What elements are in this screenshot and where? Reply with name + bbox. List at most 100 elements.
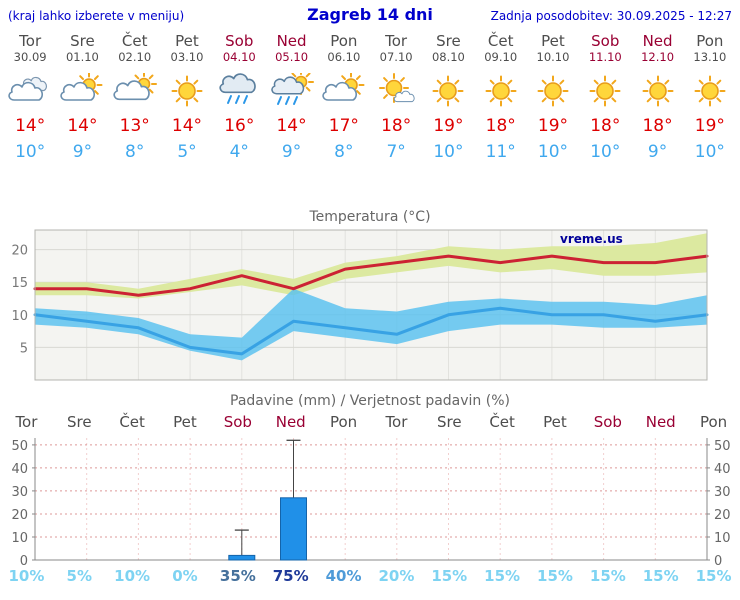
precip-bar [228, 554, 256, 561]
precip-day-labels: Tor Sre Čet Pet Sob Ned Pon Tor Sre Čet Pet Sob Ned P… [0, 413, 740, 432]
precip-day-label: Tor [15, 413, 38, 431]
location-menu-note: (kraj lahko izberete v meniju) [8, 9, 185, 23]
day-max-temp: 16° [224, 116, 255, 136]
precip-probability: 15% [589, 567, 626, 585]
rain-drops [276, 96, 298, 105]
vertical-gridlines [34, 438, 708, 560]
day-min-temp: 10° [433, 142, 464, 162]
sun-icon [475, 73, 527, 109]
min-temp-line [33, 306, 709, 356]
day-min-temp: 9° [72, 142, 93, 162]
day-column: Pet 03.10 14° 5° [161, 33, 213, 163]
precip-y-tick-label-left: 40 [11, 462, 28, 477]
day-min-temp: 10° [537, 142, 569, 162]
day-name: Sre [436, 32, 461, 50]
precip-probability-row: 10% 5% 10% 0% 35% 75% 40% 20% 15% 15% 15% 15% 15% 15% [0, 567, 740, 586]
sun-icon [684, 73, 736, 109]
sun-icon [631, 73, 683, 109]
cloud-shape [322, 81, 357, 101]
day-min-temp: 11° [485, 142, 516, 162]
precip-day-label: Pet [543, 413, 567, 431]
precip-y-tick-label-right: 30 [714, 485, 731, 500]
header: (kraj lahko izberete v meniju) Zagreb 14… [0, 0, 740, 24]
day-date: 03.10 [170, 50, 204, 64]
precip-y-tick-label-left: 30 [11, 485, 28, 500]
min-temp-range-band [35, 288, 707, 361]
precip-day-label: Sre [436, 413, 462, 431]
day-name: Pet [175, 32, 199, 50]
sun-cloud-icon [56, 73, 108, 109]
cloud-shape [8, 81, 44, 101]
day-column: Sre 01.10 14° 9° [56, 33, 108, 163]
day-max-temp: 18° [485, 116, 516, 136]
page-title: Zagreb 14 dni [307, 5, 433, 24]
day-column: Sob 04.10 16° 4° [213, 33, 265, 163]
day-min-temp: 10° [694, 142, 725, 162]
day-date: 10.10 [536, 50, 570, 64]
precip-day-label: Čet [489, 413, 515, 431]
precip-day-label: Pon [699, 413, 728, 431]
sun-icon [579, 73, 631, 109]
day-name: Tor [385, 32, 408, 50]
sun-cloud-icon [318, 73, 370, 109]
day-name: Sob [591, 32, 620, 50]
day-max-temp: 14° [171, 116, 203, 136]
precip-bar [280, 497, 307, 561]
precip-day-label: Sob [593, 413, 622, 431]
precip-probability: 20% [378, 567, 415, 585]
day-max-temp: 14° [15, 116, 46, 136]
precip-y-tick-label-right: 20 [714, 508, 731, 523]
day-max-temp: 18° [642, 116, 673, 136]
sun-icon [527, 73, 579, 109]
day-column: Pon 06.10 17° 8° [318, 33, 370, 163]
day-min-temp: 8° [125, 142, 145, 162]
precip-probability: 10% [8, 567, 45, 585]
day-column: Pon 13.10 19° 10° [684, 33, 736, 163]
day-min-temp: 7° [386, 142, 406, 162]
day-name: Ned [642, 32, 673, 50]
cloud-shape [270, 76, 304, 95]
day-min-temp: 10° [590, 142, 621, 162]
precip-day-label: Sre [66, 413, 92, 431]
day-max-temp: 19° [537, 116, 569, 136]
precip-y-tick-label-left: 50 [11, 439, 28, 454]
sun-icon [422, 73, 474, 109]
rain-drops [227, 95, 249, 104]
day-date: 11.10 [588, 50, 622, 64]
watermark: vreme.us [560, 232, 623, 246]
day-column: Tor 30.09 14° 10° [4, 33, 56, 163]
day-max-temp: 13° [119, 116, 150, 136]
temp-y-tick-label: 15 [11, 276, 28, 291]
precip-probability: 75% [272, 567, 309, 585]
precip-y-tick-label-right: 10 [714, 531, 731, 546]
sun-shape [694, 75, 726, 107]
day-date: 01.10 [65, 50, 99, 64]
day-date: 06.10 [327, 50, 361, 64]
cloud-shape [60, 81, 96, 101]
temperature-chart-title: Temperatura (°C) [309, 209, 431, 225]
day-date: 05.10 [275, 50, 309, 64]
day-column: Ned 05.10 14° 9° [265, 33, 317, 163]
precipitation-chart: 0 0 10 10 20 20 30 30 40 40 50 50 [11, 438, 731, 566]
day-max-temp: 19° [433, 116, 464, 136]
precip-probability: 15% [537, 567, 573, 585]
precip-day-label: Tor [385, 413, 408, 431]
day-min-temp: 9° [647, 142, 668, 162]
sun-shape [171, 75, 203, 107]
sun-small-cloud-icon [370, 73, 422, 109]
day-min-temp: 5° [177, 142, 197, 162]
cloud-sun-icon [109, 73, 161, 109]
day-min-temp: 8° [334, 142, 354, 162]
sun-shape [537, 75, 569, 107]
day-max-temp: 19° [694, 116, 725, 136]
day-min-temp: 9° [281, 142, 302, 162]
day-date: 04.10 [222, 50, 256, 64]
day-name: Sob [225, 32, 254, 50]
day-name: Tor [19, 32, 42, 50]
precip-probability: 10% [114, 567, 151, 585]
day-max-temp: 18° [381, 116, 412, 136]
day-name: Sre [70, 32, 95, 50]
cloudy-icon [4, 73, 56, 109]
day-column: Pet 10.10 19° 10° [527, 33, 579, 163]
sun-shape [589, 75, 621, 107]
